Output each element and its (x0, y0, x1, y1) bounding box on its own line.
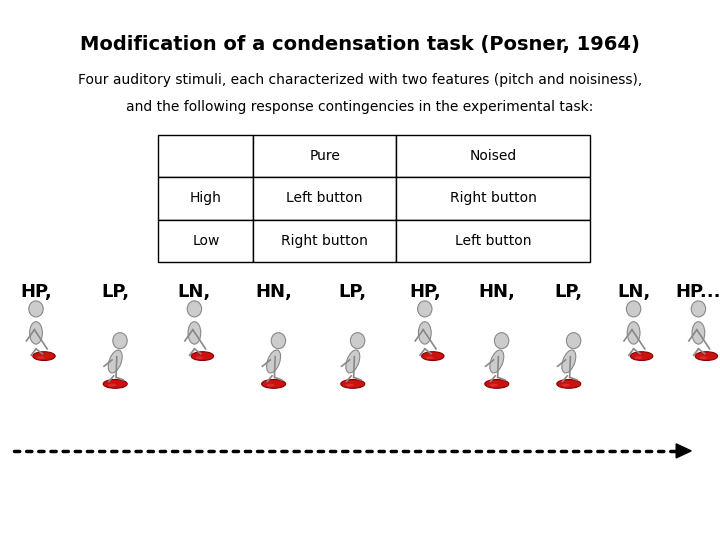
Ellipse shape (631, 352, 653, 361)
Text: Noised: Noised (469, 149, 517, 163)
Ellipse shape (490, 350, 504, 373)
Ellipse shape (699, 356, 707, 359)
Text: LN,: LN, (178, 282, 211, 301)
Ellipse shape (696, 352, 718, 361)
Ellipse shape (634, 356, 642, 359)
Ellipse shape (692, 322, 705, 344)
Text: Right button: Right button (282, 234, 368, 248)
Ellipse shape (351, 333, 365, 349)
Ellipse shape (426, 356, 433, 359)
Text: LP,: LP, (338, 282, 367, 301)
Text: LN,: LN, (617, 282, 650, 301)
Bar (253, 220, 396, 262)
Ellipse shape (562, 384, 570, 387)
Ellipse shape (495, 333, 509, 349)
Bar (158, 177, 253, 220)
Ellipse shape (346, 350, 360, 373)
Bar (158, 220, 253, 262)
Ellipse shape (30, 322, 42, 344)
Ellipse shape (37, 356, 45, 359)
FancyArrowPatch shape (35, 328, 37, 341)
Text: HP...: HP... (675, 282, 720, 301)
Ellipse shape (113, 333, 127, 349)
Text: High: High (190, 192, 222, 205)
Ellipse shape (188, 322, 201, 344)
Ellipse shape (192, 352, 214, 361)
Ellipse shape (557, 380, 581, 388)
Text: and the following response contingencies in the experimental task:: and the following response contingencies… (126, 100, 594, 114)
Ellipse shape (485, 380, 509, 388)
Ellipse shape (187, 301, 202, 317)
Polygon shape (676, 444, 691, 458)
Bar (253, 135, 396, 177)
Ellipse shape (490, 384, 498, 387)
Bar (396, 220, 590, 262)
Ellipse shape (266, 350, 281, 373)
Text: Pure: Pure (310, 149, 340, 163)
Ellipse shape (108, 350, 122, 373)
Ellipse shape (418, 301, 432, 317)
Text: HN,: HN, (255, 282, 292, 301)
Ellipse shape (346, 384, 354, 387)
Ellipse shape (567, 333, 581, 349)
FancyArrowPatch shape (632, 328, 635, 341)
Text: Four auditory stimuli, each characterized with two features (pitch and noisiness: Four auditory stimuli, each characterize… (78, 73, 642, 87)
Text: HP,: HP, (20, 282, 52, 301)
Bar (158, 135, 253, 177)
Ellipse shape (266, 384, 274, 387)
Text: Low: Low (192, 234, 220, 248)
Text: HN,: HN, (478, 282, 516, 301)
FancyArrowPatch shape (423, 328, 426, 341)
Ellipse shape (418, 322, 431, 344)
Ellipse shape (108, 384, 116, 387)
Ellipse shape (626, 301, 641, 317)
Ellipse shape (562, 350, 576, 373)
Ellipse shape (33, 352, 55, 361)
Bar (396, 135, 590, 177)
Ellipse shape (29, 301, 43, 317)
Ellipse shape (103, 380, 127, 388)
Text: Modification of a condensation task (Posner, 1964): Modification of a condensation task (Pos… (80, 35, 640, 54)
Text: LP,: LP, (554, 282, 583, 301)
Ellipse shape (195, 356, 203, 359)
Ellipse shape (691, 301, 706, 317)
Text: HP,: HP, (409, 282, 441, 301)
Bar (253, 177, 396, 220)
Ellipse shape (341, 380, 365, 388)
FancyArrowPatch shape (697, 328, 700, 341)
Text: Left button: Left button (455, 234, 531, 248)
FancyArrowPatch shape (193, 328, 196, 341)
Text: Right button: Right button (450, 192, 536, 205)
Text: Left button: Left button (287, 192, 363, 205)
Ellipse shape (261, 380, 286, 388)
Bar (396, 177, 590, 220)
Ellipse shape (422, 352, 444, 361)
Text: LP,: LP, (101, 282, 130, 301)
Ellipse shape (271, 333, 286, 349)
Ellipse shape (627, 322, 640, 344)
